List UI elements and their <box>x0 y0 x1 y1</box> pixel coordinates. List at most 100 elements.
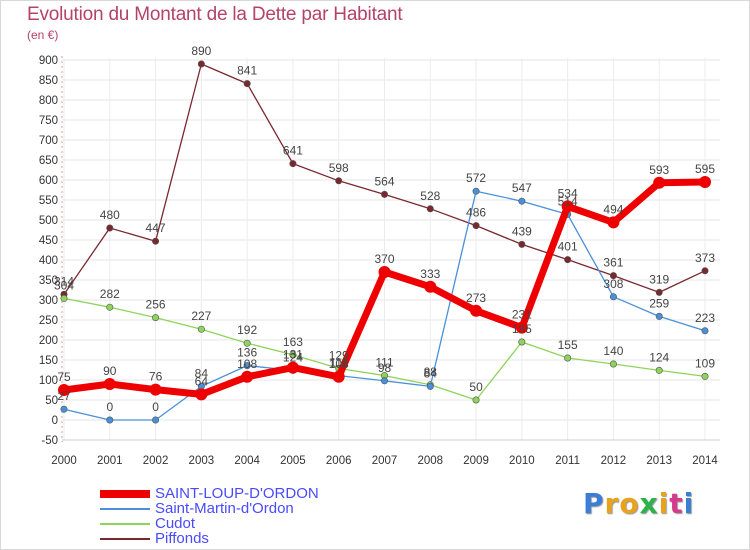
data-label: 439 <box>512 224 532 238</box>
data-point <box>152 416 160 424</box>
data-label: 163 <box>283 335 303 349</box>
data-label: 0 <box>152 400 159 414</box>
data-point <box>243 339 251 347</box>
data-point <box>380 377 388 385</box>
data-point <box>518 197 526 205</box>
data-point <box>701 267 709 275</box>
x-tick-label: 2003 <box>189 455 215 467</box>
data-point <box>472 396 480 404</box>
legend-label: SAINT-LOUP-D'ORDON <box>155 485 319 502</box>
data-label: 76 <box>149 370 163 384</box>
data-point <box>58 384 70 396</box>
y-tick-label: 650 <box>39 155 58 167</box>
data-point <box>653 176 666 189</box>
logo-letter: P <box>583 487 605 520</box>
legend-item-cudot: Cudot <box>100 516 195 531</box>
legend-swatch <box>100 522 150 525</box>
x-tick-label: 2004 <box>234 455 260 467</box>
y-tick-label: 150 <box>39 355 58 367</box>
legend-item-saint-martin: Saint-Martin-d'Ordon <box>100 501 294 516</box>
data-point <box>701 372 709 380</box>
data-label: 534 <box>558 186 578 200</box>
logo-letter: o <box>619 487 640 520</box>
logo-letter: i <box>658 487 670 520</box>
data-label: 514 <box>558 194 578 208</box>
data-label: 84 <box>195 366 209 380</box>
x-tick-label: 2010 <box>509 455 535 467</box>
data-point <box>609 360 617 368</box>
data-point <box>701 327 709 335</box>
data-point <box>197 60 205 68</box>
data-point <box>106 416 114 424</box>
data-label: 27 <box>57 389 71 403</box>
data-label: 155 <box>558 338 578 352</box>
data-label: 547 <box>512 181 532 195</box>
data-label: 564 <box>374 174 394 188</box>
data-label: 140 <box>603 344 623 358</box>
data-label: 195 <box>512 322 532 336</box>
data-label: 129 <box>329 348 349 362</box>
data-point <box>561 200 574 213</box>
x-tick-label: 2001 <box>97 455 123 467</box>
data-point <box>655 312 663 320</box>
data-label: 109 <box>695 356 715 370</box>
data-label: 447 <box>146 221 166 235</box>
data-label: 231 <box>512 308 532 322</box>
x-tick-label: 2011 <box>555 455 580 467</box>
data-label: 598 <box>329 161 349 175</box>
y-tick-label: 600 <box>39 175 58 187</box>
data-point <box>378 266 391 278</box>
x-tick-label: 2008 <box>417 455 443 467</box>
logo-letter: i <box>683 487 695 520</box>
x-tick-label: 2012 <box>601 455 627 467</box>
y-tick-label: 250 <box>39 315 58 327</box>
data-label: 84 <box>424 366 438 380</box>
data-label: 528 <box>420 189 440 203</box>
data-point <box>609 293 617 301</box>
y-tick-label: 500 <box>39 215 58 227</box>
y-tick-label: 700 <box>39 135 58 147</box>
data-point <box>152 314 160 322</box>
data-point <box>564 354 572 362</box>
data-point <box>149 383 162 396</box>
y-tick-label: 100 <box>39 375 58 387</box>
y-tick-label: 450 <box>39 235 58 247</box>
x-tick-label: 2000 <box>51 455 77 467</box>
legend-swatch <box>100 507 150 510</box>
data-label: 373 <box>695 251 715 265</box>
data-label: 641 <box>283 144 303 158</box>
data-point <box>655 366 663 374</box>
legend-item-saint-loup: SAINT-LOUP-D'ORDON <box>100 486 319 501</box>
x-tick-label: 2007 <box>372 455 398 467</box>
data-point <box>152 237 160 245</box>
data-point <box>289 160 297 168</box>
data-label: 308 <box>603 277 623 291</box>
y-tick-label: 900 <box>39 55 58 67</box>
data-label: 136 <box>237 346 257 360</box>
axis-layer: -500501001502002503003504004505005506006… <box>39 55 720 467</box>
data-label: 486 <box>466 206 486 220</box>
data-label: 333 <box>420 267 440 281</box>
data-point <box>470 304 483 317</box>
data-label: 108 <box>329 357 349 371</box>
data-label: 572 <box>466 171 486 185</box>
data-point <box>243 362 251 370</box>
y-tick-label: 50 <box>45 395 58 407</box>
data-label: 75 <box>57 370 71 384</box>
y-tick-label: -50 <box>41 435 58 447</box>
data-label-layer: 75 90 76 64 108 131 108 370 333 273 231 534 494 593 59… <box>54 44 715 414</box>
data-point <box>106 224 114 232</box>
data-label: 361 <box>603 256 623 270</box>
data-point <box>655 288 663 296</box>
data-label: 88 <box>424 365 438 379</box>
data-point <box>426 205 434 213</box>
y-tick-label: 750 <box>39 115 58 127</box>
data-label: 273 <box>466 291 486 305</box>
data-label: 841 <box>237 64 257 78</box>
data-point <box>607 216 620 229</box>
data-point <box>286 361 299 374</box>
x-tick-label: 2005 <box>280 455 306 467</box>
data-label: 64 <box>195 374 209 388</box>
